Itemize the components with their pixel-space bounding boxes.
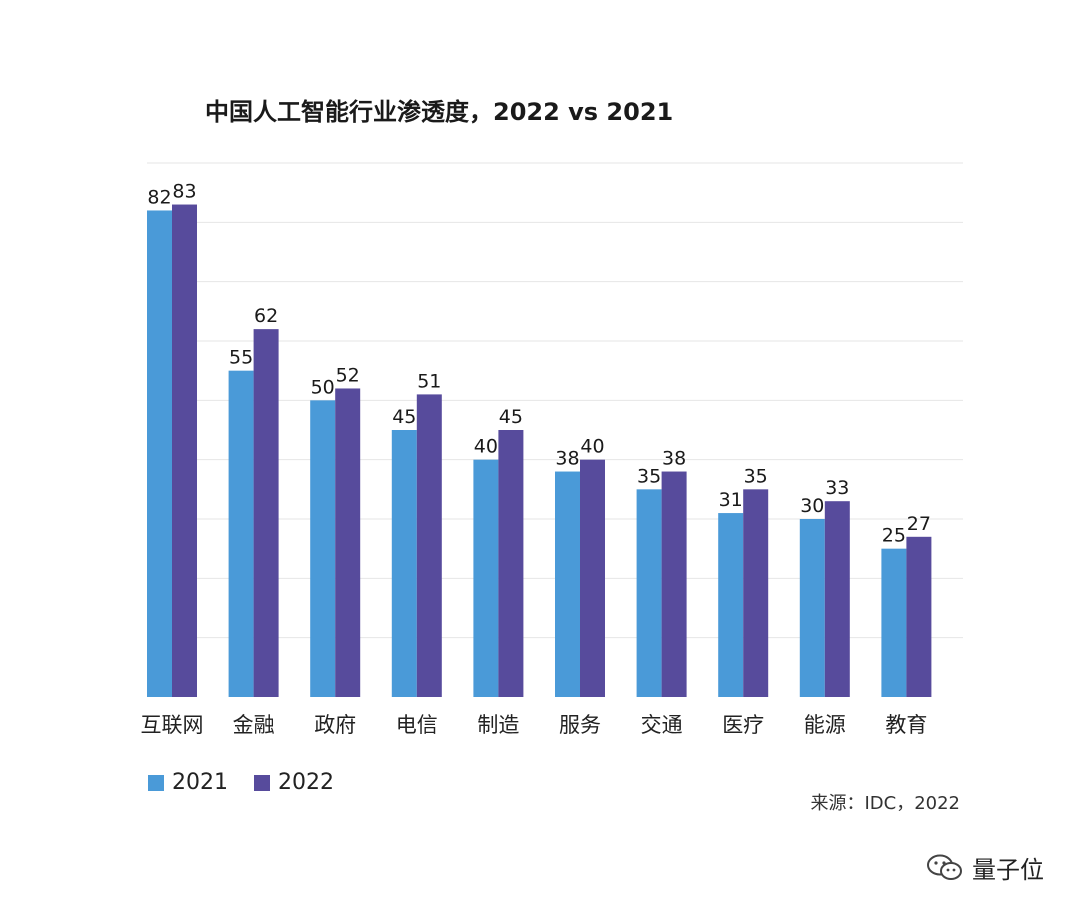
category-label-3: 电信 bbox=[396, 713, 438, 737]
data-label-2021-5: 38 bbox=[555, 448, 579, 470]
data-label-2021-6: 35 bbox=[637, 465, 661, 487]
data-label-2022-1: 62 bbox=[254, 305, 278, 327]
category-label-8: 能源 bbox=[804, 713, 846, 737]
bar-2021-4 bbox=[473, 459, 499, 697]
data-label-2022-3: 51 bbox=[417, 370, 441, 392]
data-label-2022-6: 38 bbox=[662, 448, 686, 470]
legend-label-2021: 2021 bbox=[172, 770, 228, 795]
bar-2021-7 bbox=[718, 513, 744, 697]
category-label-7: 医疗 bbox=[722, 713, 764, 737]
bar-2022-5 bbox=[580, 459, 605, 697]
legend-item-2021: 2021 bbox=[148, 770, 228, 795]
data-label-2022-7: 35 bbox=[744, 465, 768, 487]
category-label-1: 金融 bbox=[233, 713, 275, 737]
bar-2021-5 bbox=[555, 471, 580, 697]
bar-2021-0 bbox=[147, 210, 172, 697]
bar-2022-2 bbox=[335, 388, 361, 697]
data-label-2021-9: 25 bbox=[882, 525, 906, 547]
bar-2021-8 bbox=[799, 519, 825, 697]
category-label-2: 政府 bbox=[314, 713, 356, 737]
legend-label-2022: 2022 bbox=[278, 770, 334, 795]
data-label-2021-2: 50 bbox=[311, 376, 335, 398]
data-label-2021-7: 31 bbox=[719, 489, 743, 511]
data-label-2021-0: 82 bbox=[147, 186, 171, 208]
watermark: 量子位 bbox=[926, 850, 1044, 885]
bar-2021-6 bbox=[636, 489, 662, 697]
legend-swatch-2022 bbox=[254, 774, 270, 791]
category-labels: 互联网 金融 政府 电信 制造 服务 交通 医疗 能源 教育 bbox=[141, 713, 928, 737]
category-label-4: 制造 bbox=[477, 713, 519, 737]
bar-2022-3 bbox=[416, 394, 442, 697]
bar-chart: 82 83556250524551404538403538313530332527… bbox=[141, 162, 963, 737]
watermark-text: 量子位 bbox=[972, 856, 1044, 884]
bar-2022-7 bbox=[743, 489, 769, 697]
category-label-9: 教育 bbox=[885, 713, 927, 737]
bar-2021-3 bbox=[391, 430, 417, 697]
data-label-2021-3: 45 bbox=[392, 406, 416, 428]
category-label-6: 交通 bbox=[641, 713, 683, 737]
category-label-0: 互联网 bbox=[141, 713, 204, 737]
bar-2022-8 bbox=[824, 501, 850, 697]
category-label-5: 服务 bbox=[559, 713, 601, 737]
legend-item-2022: 2022 bbox=[254, 770, 334, 795]
data-label-2021-4: 40 bbox=[474, 436, 498, 458]
bar-2021-9 bbox=[881, 548, 907, 697]
data-label-2021-8: 30 bbox=[800, 495, 824, 517]
legend-swatch-2021 bbox=[148, 774, 164, 791]
bars bbox=[147, 204, 932, 698]
bar-2021-1 bbox=[228, 370, 254, 697]
data-label-2022-8: 33 bbox=[825, 477, 849, 499]
bar-2022-9 bbox=[906, 536, 932, 697]
chart-title: 中国人工智能行业渗透度，2022 vs 2021 bbox=[205, 98, 674, 126]
source-note: 来源：IDC，2022 bbox=[810, 793, 960, 814]
data-label-2022-9: 27 bbox=[907, 513, 931, 535]
wechat-icon bbox=[927, 854, 962, 880]
bar-2022-0 bbox=[172, 204, 197, 698]
data-label-2021-1: 55 bbox=[229, 347, 253, 369]
bar-2022-6 bbox=[661, 471, 687, 697]
data-label-2022-5: 40 bbox=[580, 436, 604, 458]
bar-2021-2 bbox=[310, 400, 336, 697]
data-label-2022-0: 83 bbox=[172, 181, 196, 203]
bar-2022-1 bbox=[253, 329, 279, 697]
legend: 2021 2022 bbox=[148, 770, 360, 795]
data-label-2022-2: 52 bbox=[336, 364, 360, 386]
data-label-2022-4: 45 bbox=[499, 406, 523, 428]
bar-2022-4 bbox=[498, 430, 524, 697]
